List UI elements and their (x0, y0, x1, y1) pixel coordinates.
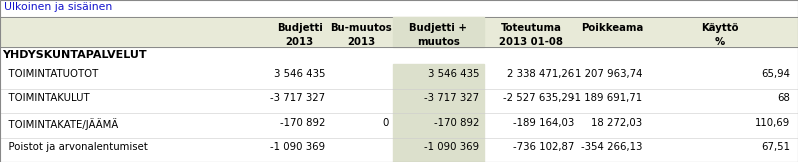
Text: Käyttö: Käyttö (701, 23, 739, 34)
Text: -1 090 369: -1 090 369 (271, 142, 326, 152)
Text: 2013 01-08: 2013 01-08 (499, 37, 563, 47)
Text: TOIMINTAKULUT: TOIMINTAKULUT (2, 93, 90, 103)
Text: -354 266,13: -354 266,13 (581, 142, 642, 152)
Bar (393, 64, 484, 88)
Bar (393, 17, 484, 47)
Text: -170 892: -170 892 (280, 118, 326, 128)
Text: 65,94: 65,94 (761, 69, 790, 79)
Text: 0: 0 (382, 118, 389, 128)
Text: Poistot ja arvonalentumiset: Poistot ja arvonalentumiset (2, 142, 148, 152)
Text: 18 272,03: 18 272,03 (591, 118, 642, 128)
Text: Ulkoinen ja sisäinen: Ulkoinen ja sisäinen (4, 2, 113, 12)
Text: Budjetti: Budjetti (277, 23, 322, 34)
Text: YHDYSKUNTAPALVELUT: YHDYSKUNTAPALVELUT (2, 50, 147, 60)
Text: 2013: 2013 (286, 37, 314, 47)
Text: -1 189 691,71: -1 189 691,71 (571, 93, 642, 103)
Bar (393, 88, 484, 113)
Text: TOIMINTAKATE/JÄÄMÄ: TOIMINTAKATE/JÄÄMÄ (2, 118, 119, 130)
Text: 3 546 435: 3 546 435 (428, 69, 480, 79)
Text: Poikkeama: Poikkeama (581, 23, 644, 34)
Text: 2013: 2013 (347, 37, 375, 47)
Text: -189 164,03: -189 164,03 (513, 118, 575, 128)
Bar (393, 113, 484, 138)
Text: muutos: muutos (417, 37, 460, 47)
Text: 68: 68 (777, 93, 790, 103)
Text: %: % (715, 37, 725, 47)
Text: -1 090 369: -1 090 369 (425, 142, 480, 152)
Text: 67,51: 67,51 (761, 142, 790, 152)
Text: TOIMINTATUOTOT: TOIMINTATUOTOT (2, 69, 99, 79)
Text: 110,69: 110,69 (755, 118, 790, 128)
Text: 3 546 435: 3 546 435 (274, 69, 326, 79)
Text: 1 207 963,74: 1 207 963,74 (575, 69, 642, 79)
Text: Budjetti +: Budjetti + (409, 23, 467, 34)
Text: Bu-muutos: Bu-muutos (330, 23, 392, 34)
Text: -3 717 327: -3 717 327 (425, 93, 480, 103)
Text: -3 717 327: -3 717 327 (271, 93, 326, 103)
Text: 2 338 471,26: 2 338 471,26 (508, 69, 575, 79)
Bar (0, 17, 798, 47)
Bar (393, 138, 484, 162)
Text: Toteutuma: Toteutuma (500, 23, 562, 34)
Text: -170 892: -170 892 (434, 118, 480, 128)
Text: -2 527 635,29: -2 527 635,29 (504, 93, 575, 103)
Text: -736 102,87: -736 102,87 (513, 142, 575, 152)
